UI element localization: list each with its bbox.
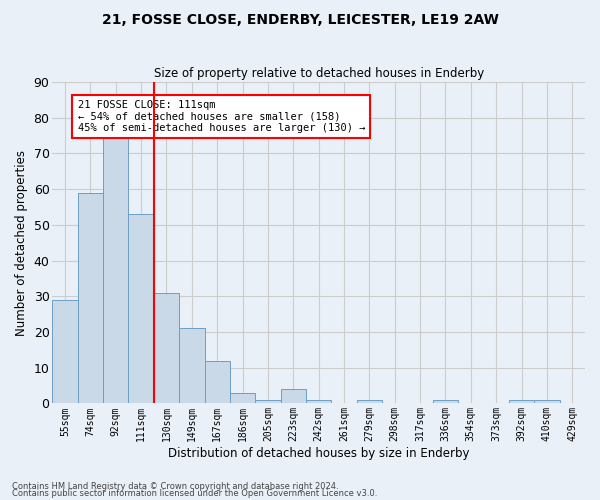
Bar — [357, 400, 382, 404]
Text: 21, FOSSE CLOSE, ENDERBY, LEICESTER, LE19 2AW: 21, FOSSE CLOSE, ENDERBY, LEICESTER, LE1… — [101, 12, 499, 26]
Title: Size of property relative to detached houses in Enderby: Size of property relative to detached ho… — [154, 66, 484, 80]
Bar — [154, 292, 179, 404]
Bar — [52, 300, 77, 404]
Bar — [128, 214, 154, 404]
Bar — [306, 400, 331, 404]
Bar — [509, 400, 534, 404]
Text: Contains HM Land Registry data © Crown copyright and database right 2024.: Contains HM Land Registry data © Crown c… — [12, 482, 338, 491]
Bar — [77, 192, 103, 404]
Bar — [281, 389, 306, 404]
Bar — [230, 392, 255, 404]
Bar — [205, 360, 230, 404]
Y-axis label: Number of detached properties: Number of detached properties — [15, 150, 28, 336]
Bar — [433, 400, 458, 404]
Text: Contains public sector information licensed under the Open Government Licence v3: Contains public sector information licen… — [12, 490, 377, 498]
Bar — [103, 136, 128, 404]
X-axis label: Distribution of detached houses by size in Enderby: Distribution of detached houses by size … — [168, 447, 469, 460]
Bar — [255, 400, 281, 404]
Bar — [179, 328, 205, 404]
Bar — [534, 400, 560, 404]
Text: 21 FOSSE CLOSE: 111sqm
← 54% of detached houses are smaller (158)
45% of semi-de: 21 FOSSE CLOSE: 111sqm ← 54% of detached… — [77, 100, 365, 133]
